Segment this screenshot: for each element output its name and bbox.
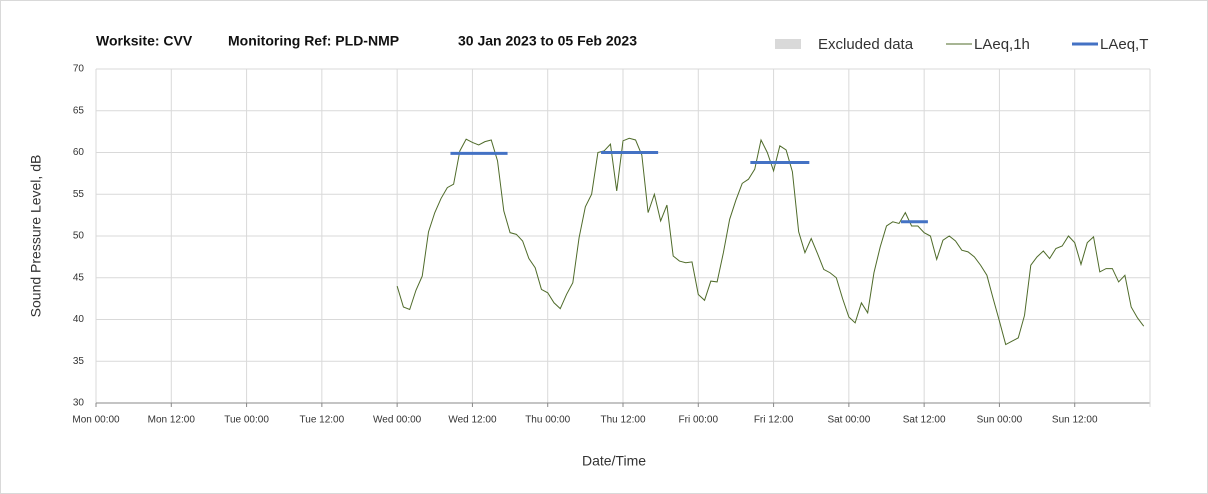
title-dates: 30 Jan 2023 to 05 Feb 2023: [458, 33, 637, 49]
title-worksite: Worksite: CVV: [96, 33, 193, 49]
x-tick-label: Sat 00:00: [827, 415, 870, 426]
x-tick-label: Fri 12:00: [754, 415, 794, 426]
x-tick-label: Tue 00:00: [224, 415, 269, 426]
y-tick-label: 30: [73, 398, 85, 409]
y-tick-label: 45: [73, 272, 85, 283]
x-tick-label: Wed 00:00: [373, 415, 422, 426]
legend-swatch: [775, 39, 801, 49]
x-tick-label: Thu 00:00: [525, 415, 570, 426]
y-tick-label: 40: [73, 314, 85, 325]
x-axis-label: Date/Time: [582, 453, 646, 469]
legend-label: LAeq,1h: [974, 36, 1030, 53]
y-tick-label: 70: [73, 64, 85, 75]
x-tick-label: Thu 12:00: [600, 415, 645, 426]
y-tick-label: 60: [73, 147, 85, 158]
x-tick-label: Wed 12:00: [448, 415, 497, 426]
x-tick-label: Fri 00:00: [679, 415, 719, 426]
y-tick-label: 50: [73, 231, 85, 242]
y-axis-label: Sound Pressure Level, dB: [28, 155, 44, 318]
x-tick-label: Sun 00:00: [977, 415, 1023, 426]
title-ref: Monitoring Ref: PLD-NMP: [228, 33, 399, 49]
x-tick-label: Mon 00:00: [72, 415, 120, 426]
x-tick-label: Tue 12:00: [300, 415, 345, 426]
x-tick-label: Mon 12:00: [148, 415, 196, 426]
legend-label: Excluded data: [818, 36, 914, 53]
y-tick-label: 55: [73, 189, 85, 200]
y-tick-label: 65: [73, 105, 85, 116]
legend-label: LAeq,T: [1100, 36, 1148, 53]
x-tick-label: Sun 12:00: [1052, 415, 1098, 426]
x-tick-label: Sat 12:00: [903, 415, 946, 426]
y-tick-label: 35: [73, 356, 85, 367]
